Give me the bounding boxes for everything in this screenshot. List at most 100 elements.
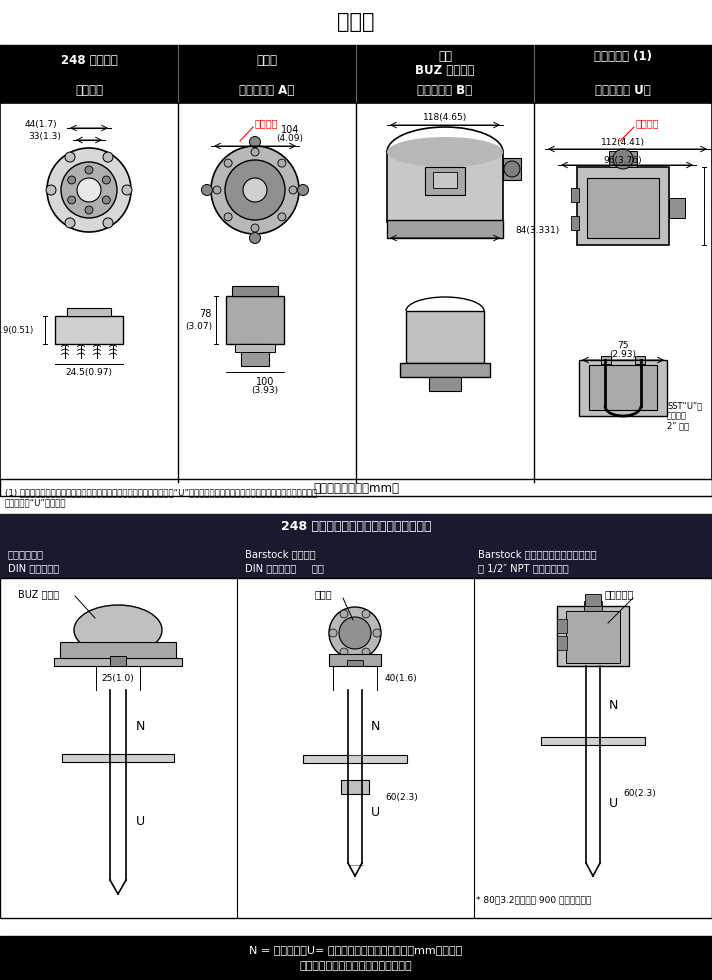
Bar: [541, 737, 645, 745]
Circle shape: [225, 160, 285, 220]
Bar: [571, 188, 579, 202]
Text: 248 型变送器和传感器与热套管装配实例: 248 型变送器和传感器与热套管装配实例: [281, 520, 431, 533]
Bar: [62, 755, 174, 762]
Text: 通用接线盒: 通用接线盒: [605, 589, 634, 599]
Bar: [601, 356, 611, 364]
Bar: [584, 601, 602, 611]
Circle shape: [103, 176, 110, 184]
Text: 248 型变送器: 248 型变送器: [61, 55, 117, 68]
Circle shape: [103, 196, 110, 204]
Bar: [0, 540, 712, 578]
Bar: [0, 514, 712, 540]
Text: 95: 95: [710, 202, 712, 211]
Text: (3.07): (3.07): [185, 321, 212, 330]
Circle shape: [61, 162, 117, 218]
Text: (3.74): (3.74): [710, 213, 712, 221]
Bar: [0, 578, 712, 918]
Text: 尺寸单位：英寸（mm）: 尺寸单位：英寸（mm）: [313, 481, 399, 495]
Text: U: U: [135, 814, 145, 827]
Text: 接线盒: 接线盒: [256, 55, 278, 68]
Text: (2.93): (2.93): [609, 351, 637, 360]
Text: N: N: [370, 720, 379, 733]
Bar: [232, 286, 278, 296]
Bar: [387, 220, 503, 238]
Bar: [0, 479, 712, 496]
Ellipse shape: [387, 137, 503, 167]
Bar: [589, 365, 657, 410]
Circle shape: [362, 610, 370, 618]
Circle shape: [201, 184, 212, 195]
Circle shape: [298, 184, 308, 195]
Circle shape: [46, 185, 56, 195]
Text: （选项代码 B）: （选项代码 B）: [417, 84, 473, 97]
Bar: [609, 151, 637, 167]
Bar: [0, 45, 712, 103]
Bar: [60, 642, 176, 660]
Text: 螺抓安装: 螺抓安装: [667, 412, 687, 420]
Text: (4.09): (4.09): [276, 134, 303, 143]
Circle shape: [103, 218, 113, 228]
Bar: [577, 167, 669, 245]
Text: 2” 管道: 2” 管道: [667, 421, 689, 430]
Circle shape: [362, 648, 370, 656]
Bar: [425, 167, 465, 195]
Text: 60(2.3): 60(2.3): [623, 790, 656, 799]
Bar: [585, 594, 601, 606]
Text: （选项代码 A）: （选项代码 A）: [239, 84, 295, 97]
Circle shape: [65, 152, 75, 162]
Bar: [429, 377, 461, 391]
Bar: [400, 363, 490, 377]
Text: N: N: [608, 699, 618, 711]
Circle shape: [373, 629, 381, 637]
Circle shape: [504, 161, 520, 177]
Bar: [406, 311, 484, 363]
Circle shape: [224, 159, 232, 168]
Text: DIN 板式传感器     料厂: DIN 板式传感器 料厂: [245, 563, 324, 573]
Bar: [571, 216, 579, 230]
Circle shape: [47, 148, 131, 232]
Circle shape: [329, 607, 381, 659]
Text: 33(1.3): 33(1.3): [28, 132, 61, 141]
Circle shape: [339, 617, 371, 649]
Text: 40(1.6): 40(1.6): [385, 673, 418, 682]
Bar: [303, 755, 407, 762]
Circle shape: [613, 149, 633, 169]
Bar: [433, 172, 457, 188]
Bar: [557, 606, 629, 666]
Circle shape: [68, 196, 75, 204]
Bar: [635, 356, 645, 364]
Bar: [669, 198, 685, 218]
Text: 通用接线盒 (1): 通用接线盒 (1): [594, 51, 652, 64]
Bar: [503, 158, 521, 180]
Circle shape: [340, 648, 348, 656]
Bar: [67, 308, 111, 316]
Bar: [54, 658, 182, 666]
Text: N: N: [135, 719, 145, 733]
Bar: [341, 780, 369, 794]
Text: 外壳: 外壳: [438, 51, 452, 64]
Text: 118(4.65): 118(4.65): [423, 114, 467, 122]
Text: 24.5(0.97): 24.5(0.97): [66, 368, 112, 377]
Bar: [235, 344, 275, 352]
Text: BUZ 型接线盒: BUZ 型接线盒: [415, 65, 475, 77]
Circle shape: [211, 146, 299, 234]
Circle shape: [243, 178, 267, 202]
Text: 78: 78: [199, 309, 212, 319]
Circle shape: [85, 206, 93, 214]
Text: (3.93): (3.93): [251, 386, 278, 396]
Bar: [557, 636, 567, 650]
Circle shape: [249, 136, 261, 148]
Bar: [587, 178, 659, 238]
Circle shape: [103, 152, 113, 162]
Text: SST“U”形: SST“U”形: [667, 402, 702, 411]
Text: 44(1.7): 44(1.7): [24, 121, 57, 129]
Ellipse shape: [74, 605, 162, 655]
Text: （选项代码 U）: （选项代码 U）: [595, 84, 651, 97]
Text: 104: 104: [281, 125, 299, 135]
Circle shape: [329, 629, 337, 637]
Text: Barstock 热套管、接头联接延伸件，: Barstock 热套管、接头联接延伸件，: [478, 549, 597, 559]
Circle shape: [249, 232, 261, 243]
Bar: [557, 619, 567, 633]
Bar: [579, 360, 667, 416]
Bar: [329, 654, 381, 666]
